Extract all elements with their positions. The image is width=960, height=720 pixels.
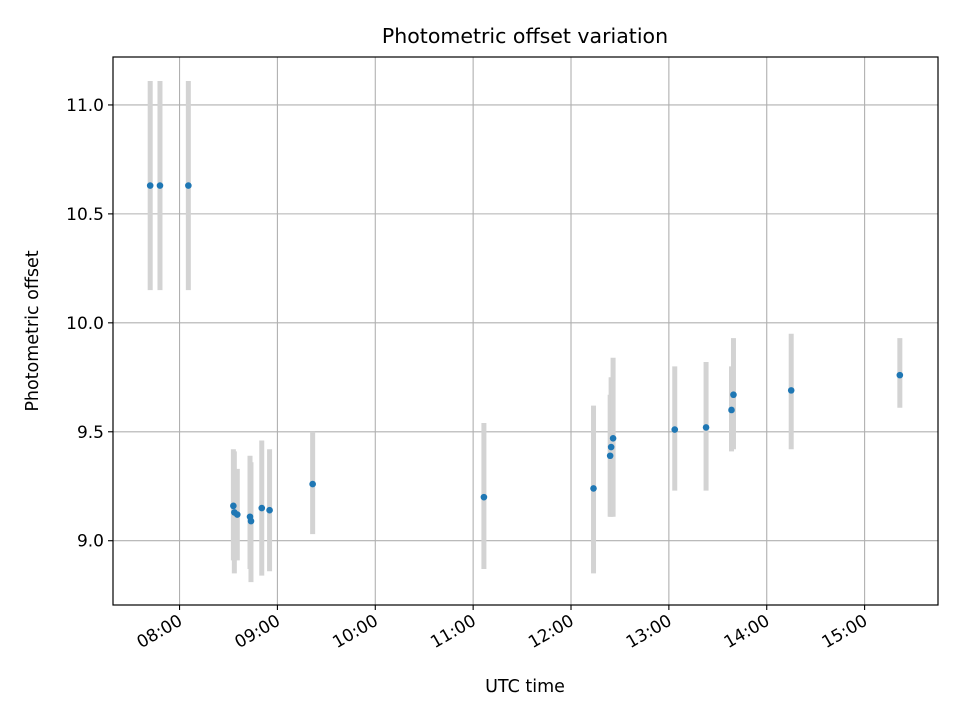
data-point <box>480 493 488 501</box>
y-tick-label: 9.0 <box>77 532 104 552</box>
y-axis-label: Photometric offset <box>23 250 43 411</box>
data-point <box>896 371 904 379</box>
data-point <box>266 506 273 514</box>
data-point <box>156 182 164 189</box>
y-tick-label: 9.5 <box>77 423 104 443</box>
data-point <box>702 424 710 431</box>
data-point <box>606 452 614 460</box>
data-point <box>309 480 316 488</box>
data-point <box>258 504 266 512</box>
data-point <box>230 502 237 510</box>
data-point <box>609 435 617 442</box>
plot-frame <box>112 56 939 606</box>
y-tick-label: 11.0 <box>66 96 104 116</box>
data-points <box>146 182 904 525</box>
data-point <box>590 485 597 492</box>
data-point <box>247 517 255 525</box>
chart-title: Photometric offset variation <box>382 24 668 48</box>
x-axis-label: UTC time <box>485 677 565 697</box>
data-point <box>607 443 615 451</box>
data-point <box>730 391 737 399</box>
y-tick-label: 10.0 <box>66 314 104 334</box>
data-point <box>146 182 154 189</box>
data-point <box>671 426 679 433</box>
data-point <box>233 511 241 518</box>
grid-lines <box>113 57 938 605</box>
y-tick-label: 10.5 <box>66 205 104 225</box>
data-point <box>728 406 735 414</box>
data-point <box>787 387 795 394</box>
data-point <box>185 182 192 189</box>
